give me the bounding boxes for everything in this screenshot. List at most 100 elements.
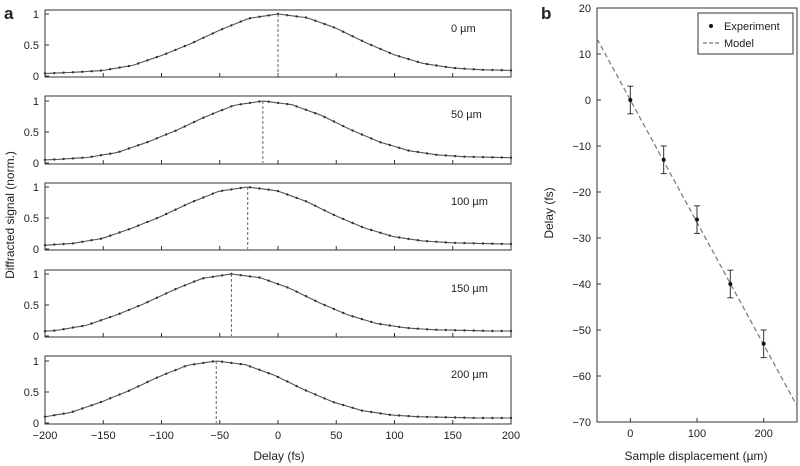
panel-a-trace-point <box>435 328 438 331</box>
panel-a-trace-point <box>183 365 186 368</box>
panel-a-trace-point <box>127 308 131 312</box>
panel-a-trace-point <box>323 397 326 400</box>
panel-a-trace-point <box>230 188 233 191</box>
panel-a-y-tick-label: 1 <box>33 269 39 281</box>
panel-a-trace <box>44 186 511 246</box>
panel-a-trace-point <box>472 416 475 420</box>
panel-a-trace-point <box>407 57 410 61</box>
panel-a-trace-point <box>295 105 298 108</box>
panel-a-frame <box>44 95 512 165</box>
panel-a-trace-point <box>230 24 233 27</box>
panel-a-trace-point <box>165 292 168 295</box>
panel-b-y-tick-label: −60 <box>572 371 591 383</box>
panel-a-trace-point <box>472 242 475 245</box>
panel-a-trace-point <box>509 156 513 159</box>
panel-a-trace-point <box>183 204 186 207</box>
panel-b-y-tick-label: −50 <box>572 325 591 337</box>
panel-a-trace-point <box>276 101 280 105</box>
panel-a-trace-point <box>509 69 513 72</box>
panel-a-trace-point <box>286 102 289 106</box>
panel-a-trace-point <box>239 103 242 106</box>
panel-a-trace-point <box>137 62 140 65</box>
panel-a-trace-point <box>81 70 84 74</box>
panel-b-y-tick-label: −70 <box>572 417 591 429</box>
panel-a-trace-point <box>453 66 457 70</box>
panel-a-trace-point <box>174 208 177 211</box>
panel-a-trace-point <box>127 64 131 68</box>
panel-a-trace-point <box>416 150 419 154</box>
panel-a-trace-point <box>267 100 270 103</box>
panel-a-trace-point <box>509 329 513 333</box>
panel-a-x-axis-label: Delay (fs) <box>253 449 304 463</box>
panel-a-trace-point <box>491 68 494 72</box>
panel-a-trace-point <box>211 360 214 363</box>
panel-a-trace-point <box>342 217 345 221</box>
panel-a-trace-point <box>379 141 382 144</box>
panel-a-trace-point <box>491 156 494 159</box>
panel-a-y-tick-label: 0 <box>33 71 39 83</box>
panel-a-trace-point <box>165 212 168 216</box>
panel-a-trace-point <box>43 330 47 333</box>
panel-a-trace-point <box>99 237 103 240</box>
panel-b-experiment-point <box>695 217 699 222</box>
panel-a-trace-point <box>425 328 429 331</box>
panel-a-trace-point <box>267 14 270 17</box>
panel-a-trace <box>44 273 511 332</box>
panel-a-trace-point <box>137 304 140 308</box>
panel-a-series-label: 150 µm <box>451 283 488 295</box>
panel-a-trace-point <box>332 213 336 217</box>
panel-a-trace-point <box>304 389 308 392</box>
panel-a-trace-point <box>99 154 103 157</box>
panel-a-trace-point <box>90 70 93 73</box>
panel-a-trace-point <box>230 361 233 365</box>
panel-b-letter: b <box>541 4 551 23</box>
panel-a-trace-point <box>481 329 485 332</box>
panel-a-trace-point <box>295 15 298 18</box>
panel-a-trace-point <box>90 155 93 158</box>
panel-a-trace-point <box>295 196 298 200</box>
panel-a-trace-point <box>99 400 103 404</box>
panel-a-x-tick-label: −50 <box>210 430 229 442</box>
panel-a-trace-point <box>500 416 503 420</box>
panel-b-x-tick-label: 100 <box>688 428 706 440</box>
panel-a-x-tick-label: 100 <box>385 430 403 442</box>
panel-a-trace-point <box>211 32 214 35</box>
panel-a-trace-point <box>220 274 224 277</box>
panel-a-trace-point <box>220 28 224 31</box>
panel-a-trace-point <box>453 154 457 158</box>
panel-a-trace-point <box>155 296 158 299</box>
panel-a-trace-point <box>407 149 410 152</box>
panel-a-trace-point <box>183 125 186 128</box>
panel-a-trace-point <box>444 241 447 244</box>
panel-a-trace-point <box>127 389 131 392</box>
panel-a-trace-point <box>425 415 429 419</box>
panel-a-trace-point <box>444 65 447 69</box>
panel-a-trace-point <box>53 329 56 332</box>
panel-a-trace-point <box>435 240 438 243</box>
panel-a-trace-point <box>258 368 261 371</box>
panel-a-trace-point <box>481 68 485 72</box>
panel-a-series-label: 50 µm <box>451 109 482 121</box>
panel-a-trace-point <box>211 112 214 116</box>
panel-a-y-tick-label: 0 <box>33 331 39 343</box>
panel-a-frame <box>44 355 512 425</box>
panel-a-trace-point <box>500 69 503 72</box>
panel-a-trace-point <box>500 329 503 333</box>
panel-a-trace-point <box>53 243 56 246</box>
panel-a-trace-point <box>444 416 447 419</box>
panel-a-trace-point <box>109 397 112 400</box>
panel-a-trace-point <box>202 361 205 365</box>
panel-a-trace-point <box>248 17 252 20</box>
panel-a-trace-point <box>323 22 326 26</box>
panel-a-trace-point <box>435 415 438 419</box>
panel-a-trace-point <box>398 55 401 58</box>
panel-a-trace-point <box>146 220 149 224</box>
panel-b-legend-experiment-marker <box>709 24 713 28</box>
panel-a-trace-point <box>295 384 298 388</box>
panel-a-trace-point <box>286 14 289 17</box>
panel-a-y-tick-label: 0 <box>33 418 39 430</box>
panel-a-trace-point <box>183 284 186 287</box>
panel-a-trace-point <box>276 375 280 379</box>
panel-a-trace-point <box>370 410 373 414</box>
